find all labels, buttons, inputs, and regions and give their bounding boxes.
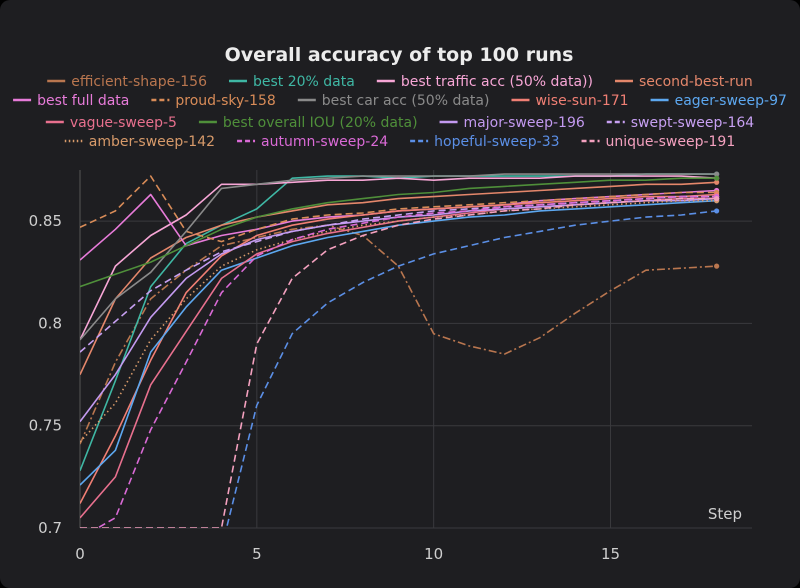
series-line — [96, 195, 717, 528]
legend-label: major-sweep-196 — [464, 115, 585, 131]
x-axis-label: Step — [708, 505, 742, 523]
legend-item[interactable]: swept-sweep-164 — [606, 115, 755, 131]
legend-item[interactable]: amber-sweep-142 — [64, 134, 215, 150]
y-tick-label: 0.85 — [29, 212, 62, 230]
legend-item[interactable]: best full data — [13, 93, 129, 109]
x-tick-label: 10 — [424, 545, 443, 563]
series-line — [225, 210, 717, 528]
legend-label: second-best-run — [639, 74, 753, 90]
series-line — [80, 197, 717, 423]
legend-item[interactable]: efficient-shape-156 — [47, 74, 207, 90]
legend-label: best full data — [37, 93, 129, 109]
legend-label: amber-sweep-142 — [89, 134, 215, 150]
legend-item[interactable]: unique-sweep-191 — [581, 134, 736, 150]
y-tick-label: 0.8 — [38, 314, 62, 332]
x-axis-ticks: 0 5 10 15 — [75, 545, 620, 563]
x-tick-label: 0 — [75, 545, 85, 563]
series-layer — [80, 173, 717, 528]
legend-item[interactable]: eager-sweep-97 — [650, 93, 787, 109]
legend-label: unique-sweep-191 — [606, 134, 736, 150]
series-end-marker — [714, 263, 720, 269]
legend-label: best car acc (50% data) — [322, 93, 490, 109]
series-line — [80, 193, 717, 504]
legend-label: vague-sweep-5 — [70, 115, 177, 131]
legend-label: eager-sweep-97 — [675, 93, 787, 109]
series-end-marker — [714, 196, 720, 202]
legend-item[interactable]: vague-sweep-5 — [45, 115, 177, 131]
series-line — [80, 175, 717, 341]
chart-title: Overall accuracy of top 100 runs — [225, 44, 574, 66]
legend-label: best overall IOU (20% data) — [223, 115, 418, 131]
legend-item[interactable]: proud-sky-158 — [151, 93, 276, 109]
series-line — [80, 224, 717, 445]
series-line — [80, 197, 717, 528]
series-line — [80, 181, 717, 375]
end-markers — [714, 171, 720, 269]
legend-label: efficient-shape-156 — [71, 74, 207, 90]
legend-label: wise-sun-171 — [535, 93, 628, 109]
legend-label: proud-sky-158 — [175, 93, 275, 109]
series-line — [80, 197, 717, 519]
x-tick-label: 15 — [601, 545, 620, 563]
legend-label: autumn-sweep-24 — [261, 134, 388, 150]
legend-item[interactable]: autumn-sweep-24 — [237, 134, 388, 150]
legend-item[interactable]: second-best-run — [614, 74, 753, 90]
legend-label: best 20% data — [253, 74, 355, 90]
legend-item[interactable]: wise-sun-171 — [511, 93, 629, 109]
y-tick-label: 0.7 — [38, 519, 62, 537]
legend-item[interactable]: hopeful-sweep-33 — [410, 134, 560, 150]
legend-item[interactable]: best car acc (50% data) — [297, 93, 490, 109]
legend: efficient-shape-156 best 20% data best tra… — [13, 74, 787, 150]
series-line — [80, 195, 717, 353]
legend-item[interactable]: best overall IOU (20% data) — [198, 115, 418, 131]
legend-item[interactable]: best traffic acc (50% data)) — [376, 74, 593, 90]
series-end-marker — [714, 171, 720, 177]
legend-item[interactable]: major-sweep-196 — [439, 115, 585, 131]
y-tick-label: 0.75 — [29, 417, 62, 435]
legend-label: best traffic acc (50% data)) — [401, 74, 593, 90]
series-end-marker — [714, 179, 720, 185]
x-tick-label: 5 — [252, 545, 262, 563]
series-end-marker — [714, 208, 720, 214]
series-line — [80, 177, 717, 288]
legend-label: swept-sweep-164 — [631, 115, 755, 131]
legend-label: hopeful-sweep-33 — [434, 134, 559, 150]
series-end-marker — [714, 175, 720, 181]
legend-item[interactable]: best 20% data — [228, 74, 355, 90]
series-line — [80, 173, 717, 341]
y-axis-ticks: 0.7 0.75 0.8 0.85 — [29, 212, 62, 537]
